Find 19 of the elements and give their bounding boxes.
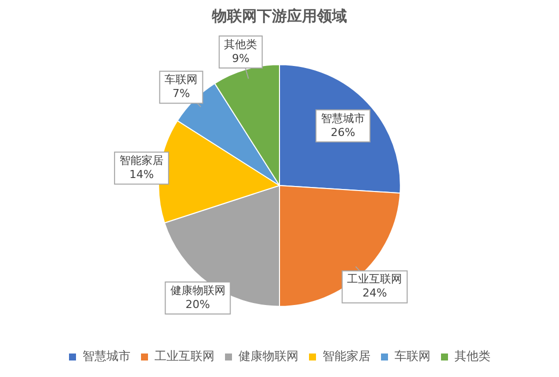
data-label: 26% — [330, 126, 356, 139]
data-label: 7% — [172, 87, 190, 100]
slice-label: 智能家居 — [120, 154, 164, 167]
slice-label: 工业互联网 — [347, 272, 402, 286]
legend-label: 工业互联网 — [154, 349, 214, 364]
slice-label: 健康物联网 — [170, 284, 226, 297]
legend-label: 智慧城市 — [82, 349, 130, 364]
slice-label: 其他类 — [224, 38, 258, 51]
legend-label: 车联网 — [394, 349, 430, 364]
chart-title: 物联网下游应用领域 — [211, 6, 347, 25]
legend-label: 健康物联网 — [238, 349, 298, 364]
slice-label: 车联网 — [164, 73, 198, 86]
data-label: 14% — [129, 168, 154, 181]
legend-label: 智能家居 — [322, 349, 370, 364]
legend-label: 其他类 — [454, 349, 490, 364]
slice-label: 智慧城市 — [320, 112, 365, 125]
data-label: 20% — [186, 298, 210, 311]
data-label: 9% — [232, 52, 250, 65]
data-label: 24% — [362, 286, 387, 300]
